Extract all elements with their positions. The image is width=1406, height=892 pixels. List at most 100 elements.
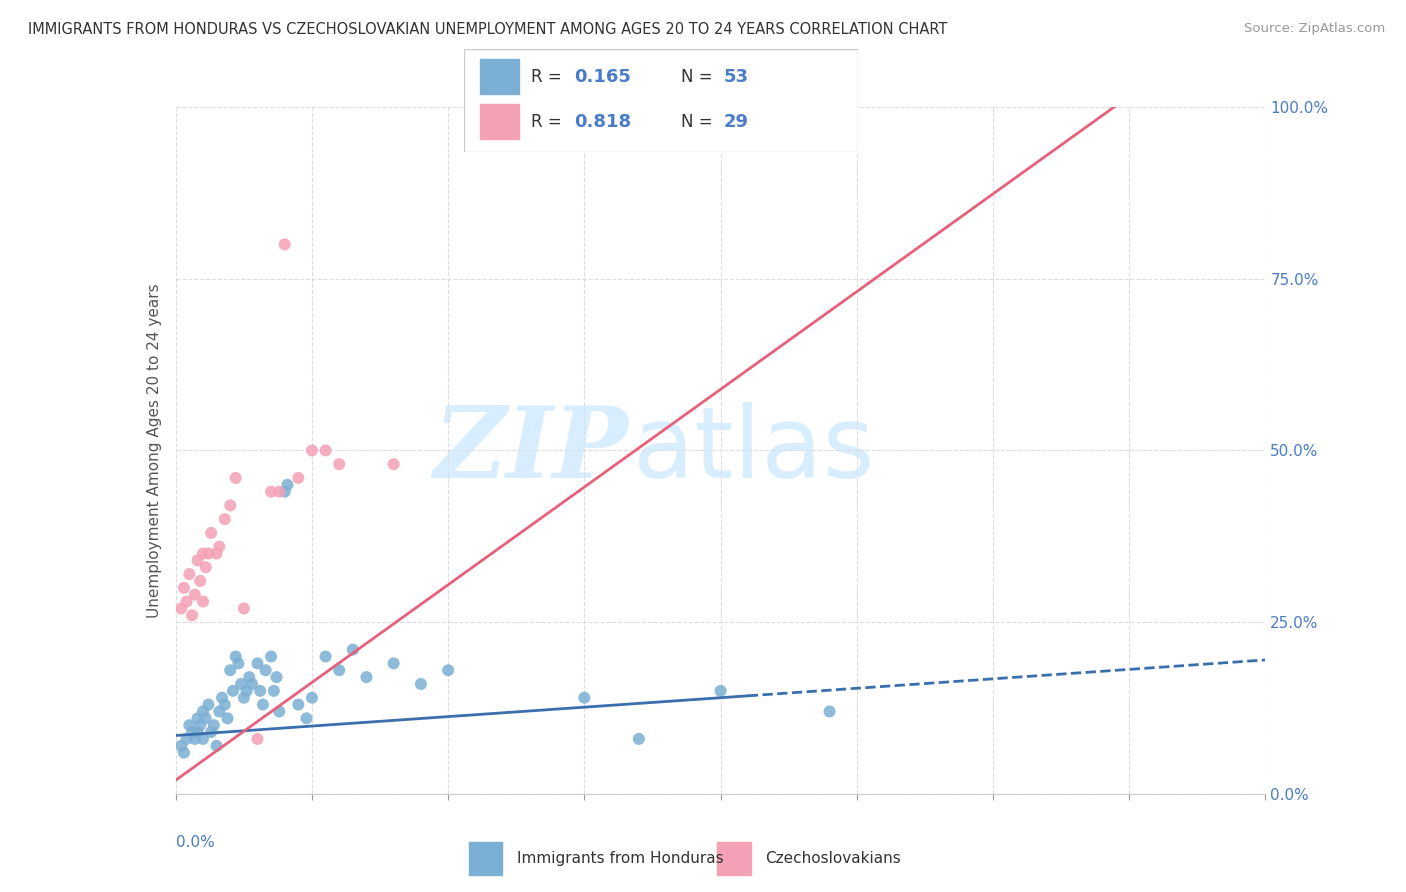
Text: Czechoslovakians: Czechoslovakians: [765, 851, 901, 866]
Point: [382, 657, 405, 671]
Text: Immigrants from Honduras: Immigrants from Honduras: [516, 851, 723, 866]
Point: [315, 649, 337, 664]
Point: [173, 746, 195, 760]
Point: [260, 484, 283, 499]
Point: [173, 581, 195, 595]
Point: [287, 698, 309, 712]
Point: [186, 725, 209, 739]
Point: [219, 499, 242, 513]
Point: [260, 649, 283, 664]
Point: [274, 484, 297, 499]
Text: 0.165: 0.165: [574, 68, 631, 86]
Point: [818, 705, 841, 719]
Point: [228, 657, 250, 671]
Point: [197, 546, 219, 561]
Point: [263, 683, 285, 698]
Point: [184, 588, 207, 602]
Point: [382, 457, 405, 471]
Point: [200, 525, 222, 540]
Point: [222, 683, 245, 698]
Point: [254, 663, 277, 677]
Point: [184, 731, 207, 746]
FancyBboxPatch shape: [464, 49, 858, 152]
Text: N =: N =: [681, 68, 717, 86]
Point: [232, 690, 254, 705]
Point: [356, 670, 378, 684]
Bar: [468, 842, 502, 874]
Point: [627, 731, 650, 746]
Text: atlas: atlas: [633, 402, 875, 499]
Point: [191, 594, 214, 608]
Point: [197, 698, 219, 712]
Text: 29: 29: [724, 113, 749, 131]
Point: [219, 663, 242, 677]
Point: [176, 594, 198, 608]
Point: [235, 683, 257, 698]
Point: [181, 725, 204, 739]
Point: [240, 677, 263, 691]
Point: [301, 690, 323, 705]
Point: [225, 471, 247, 485]
Point: [217, 711, 239, 725]
Bar: [479, 104, 519, 139]
Point: [208, 705, 231, 719]
Point: [205, 739, 228, 753]
Point: [191, 705, 214, 719]
Text: 0.0%: 0.0%: [176, 835, 215, 850]
Point: [170, 739, 193, 753]
Point: [274, 237, 297, 252]
Point: [211, 690, 233, 705]
Y-axis label: Unemployment Among Ages 20 to 24 years: Unemployment Among Ages 20 to 24 years: [146, 283, 162, 618]
Point: [574, 690, 596, 705]
Point: [295, 711, 318, 725]
Bar: [479, 59, 519, 95]
Point: [710, 683, 733, 698]
Point: [249, 683, 271, 698]
Point: [301, 443, 323, 458]
Point: [191, 731, 214, 746]
Point: [225, 649, 247, 664]
Text: ZIP: ZIP: [433, 402, 628, 499]
Point: [176, 731, 198, 746]
Point: [170, 601, 193, 615]
Point: [194, 711, 217, 725]
Text: 0.818: 0.818: [574, 113, 631, 131]
Point: [269, 484, 291, 499]
Point: [214, 698, 236, 712]
Point: [188, 574, 211, 588]
Point: [238, 670, 260, 684]
Point: [188, 718, 211, 732]
Point: [194, 560, 217, 574]
Point: [342, 642, 364, 657]
Text: R =: R =: [531, 113, 567, 131]
Text: Source: ZipAtlas.com: Source: ZipAtlas.com: [1244, 22, 1385, 36]
Point: [202, 718, 225, 732]
Point: [186, 553, 209, 567]
Point: [287, 471, 309, 485]
Point: [328, 663, 350, 677]
Point: [191, 546, 214, 561]
Point: [246, 657, 269, 671]
Point: [315, 443, 337, 458]
Point: [437, 663, 460, 677]
Text: R =: R =: [531, 68, 567, 86]
Point: [266, 670, 288, 684]
Point: [214, 512, 236, 526]
Point: [252, 698, 274, 712]
Point: [1010, 93, 1032, 107]
Point: [186, 711, 209, 725]
Point: [181, 608, 204, 623]
Point: [205, 546, 228, 561]
Point: [200, 725, 222, 739]
Bar: [717, 842, 751, 874]
Point: [328, 457, 350, 471]
Point: [246, 731, 269, 746]
Text: IMMIGRANTS FROM HONDURAS VS CZECHOSLOVAKIAN UNEMPLOYMENT AMONG AGES 20 TO 24 YEA: IMMIGRANTS FROM HONDURAS VS CZECHOSLOVAK…: [28, 22, 948, 37]
Point: [269, 705, 291, 719]
Point: [276, 478, 298, 492]
Point: [208, 540, 231, 554]
Point: [409, 677, 432, 691]
Point: [232, 601, 254, 615]
Text: 53: 53: [724, 68, 749, 86]
Point: [179, 567, 201, 582]
